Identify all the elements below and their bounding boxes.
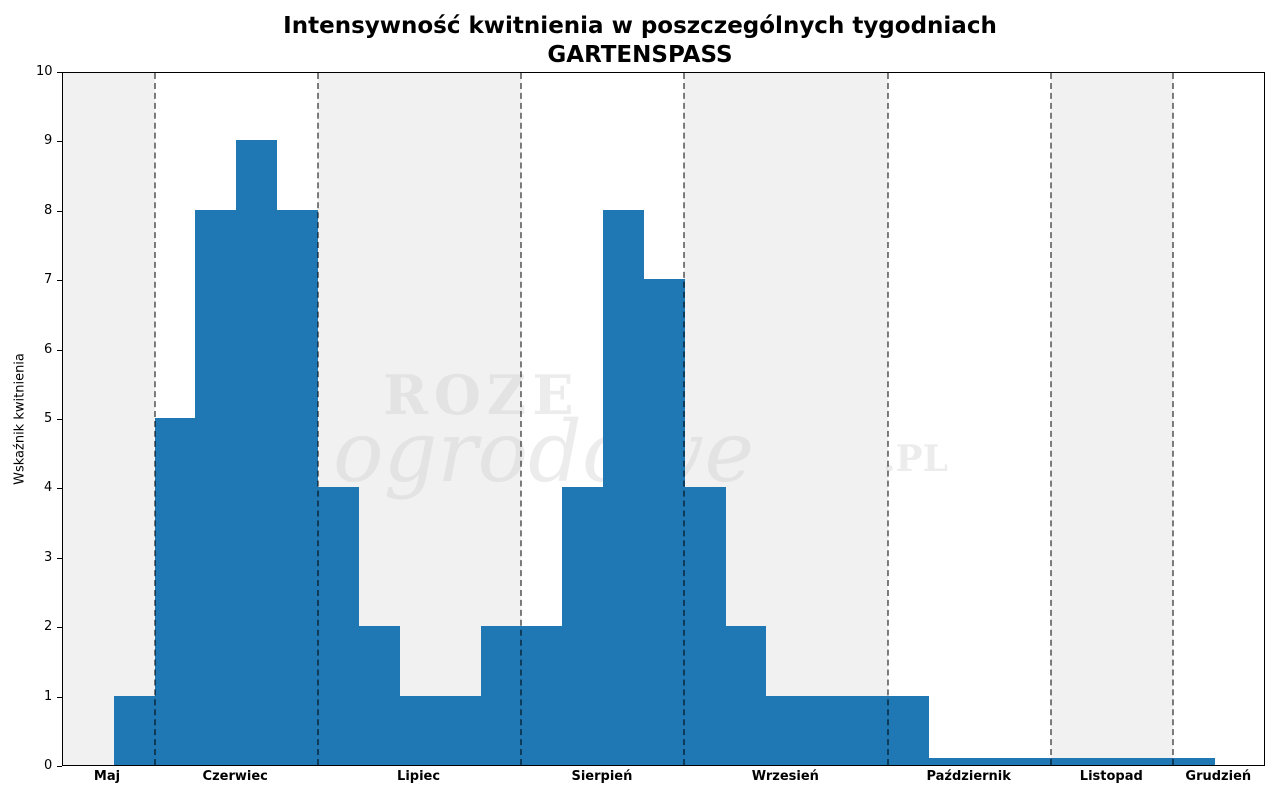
- bar: [276, 209, 319, 765]
- y-tick-label: 1: [44, 688, 53, 704]
- month-band: [1173, 73, 1264, 765]
- bar: [1010, 758, 1052, 765]
- x-tick-label: Grudzień: [1185, 769, 1252, 784]
- y-tick-mark: [57, 766, 62, 767]
- y-tick-mark: [57, 419, 62, 420]
- bar: [928, 758, 971, 765]
- month-divider: [1050, 73, 1053, 765]
- y-axis-label: Wskaźnik kwitnienia: [12, 353, 28, 485]
- y-tick-mark: [57, 210, 62, 212]
- y-tick-label: 6: [44, 341, 53, 357]
- bar: [521, 626, 563, 765]
- bar: [765, 695, 808, 765]
- y-tick-mark: [57, 349, 62, 351]
- month-divider: [316, 73, 319, 765]
- x-tick-label: Lipiec: [397, 769, 441, 784]
- y-tick-label: 0: [44, 758, 53, 773]
- plot-area: ROZE ogrodowe .PL: [62, 72, 1265, 766]
- bar: [1091, 758, 1134, 765]
- y-tick-label: 7: [44, 272, 53, 288]
- x-tick-label: Listopad: [1079, 769, 1143, 784]
- bar: [643, 279, 685, 765]
- chart-subtitle: GARTENSPASS: [547, 42, 733, 68]
- bar: [154, 418, 196, 765]
- chart-title: Intensywność kwitnienia w poszczególnych…: [283, 13, 997, 39]
- bar: [806, 695, 848, 765]
- bar: [684, 487, 726, 765]
- x-tick-label: Wrzesień: [751, 769, 819, 784]
- y-tick-label: 3: [44, 549, 53, 565]
- bar: [1051, 758, 1093, 765]
- x-tick-label: Sierpień: [571, 769, 633, 784]
- y-tick-mark: [57, 488, 62, 490]
- bar: [439, 695, 482, 765]
- bar: [562, 487, 604, 765]
- bar: [236, 140, 278, 765]
- y-tick-label: 8: [44, 202, 53, 218]
- bar: [399, 695, 441, 765]
- y-tick-label: 4: [44, 480, 53, 496]
- month-band: [1051, 73, 1174, 765]
- bar: [480, 626, 522, 765]
- y-tick-label: 10: [36, 64, 53, 79]
- bar: [317, 487, 359, 765]
- bar: [358, 626, 400, 765]
- bar: [847, 695, 889, 765]
- y-tick-label: 2: [44, 619, 53, 635]
- month-divider: [887, 73, 890, 765]
- bar: [602, 209, 645, 765]
- bar: [888, 695, 930, 765]
- month-band: [888, 73, 1052, 765]
- y-tick-mark: [57, 627, 62, 629]
- x-tick-label: Październik: [926, 769, 1011, 784]
- bar: [1173, 758, 1215, 765]
- month-divider: [520, 73, 523, 765]
- month-band: [63, 73, 155, 765]
- x-tick-label: Czerwiec: [202, 769, 268, 784]
- bar: [113, 695, 156, 765]
- bar: [1132, 758, 1174, 765]
- y-tick-mark: [57, 141, 62, 143]
- month-divider: [1172, 73, 1175, 765]
- month-divider: [153, 73, 156, 765]
- bar: [725, 626, 767, 765]
- x-tick-label: Maj: [93, 769, 121, 784]
- bar: [969, 758, 1011, 765]
- bar: [195, 209, 237, 765]
- y-tick-label: 9: [44, 133, 53, 149]
- y-tick-mark: [57, 557, 62, 559]
- y-tick-mark: [57, 280, 62, 282]
- month-divider: [683, 73, 686, 765]
- y-tick-mark: [57, 696, 62, 698]
- y-tick-mark: [57, 72, 62, 73]
- y-tick-label: 5: [44, 411, 53, 426]
